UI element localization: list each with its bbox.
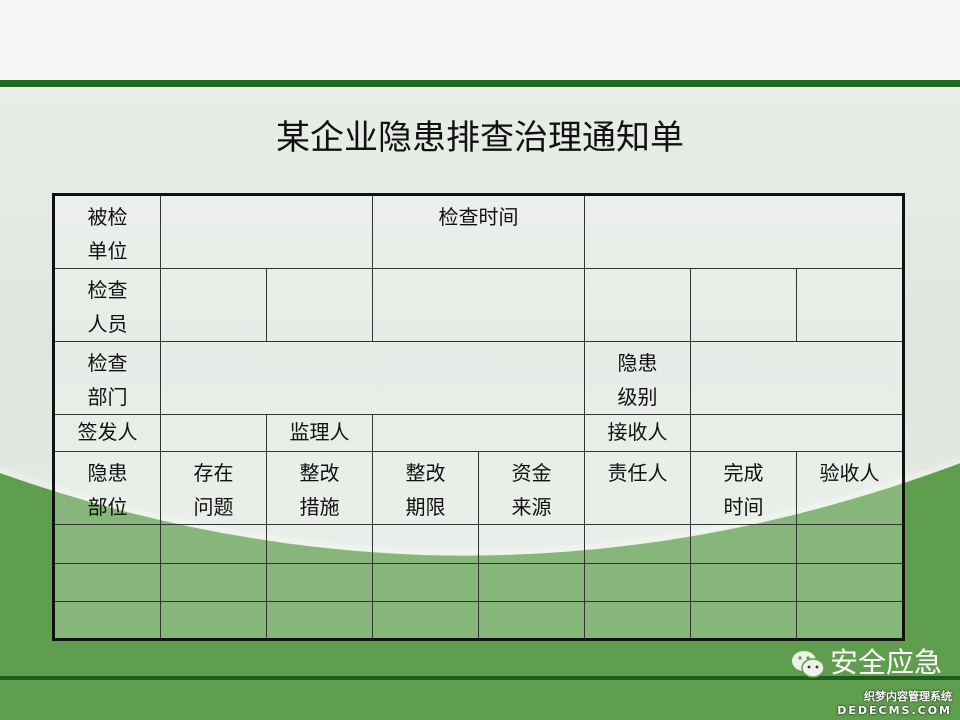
cell-value (160, 414, 267, 452)
cell-value (53, 601, 161, 640)
site-name-en: DEDECMS.COM (837, 704, 952, 717)
header-cell: 整改 措施 (266, 451, 373, 525)
page-title: 某企业隐患排查治理通知单 (276, 118, 684, 158)
cell-value (478, 524, 585, 564)
cell-value (160, 268, 267, 342)
cell-label: 检查 部门 (53, 341, 161, 415)
cell-value (266, 601, 373, 640)
cell-value (796, 268, 904, 342)
cell-label: 接收人 (584, 414, 691, 452)
cell-value (53, 524, 161, 564)
table-row (53, 524, 904, 564)
cell-value (796, 524, 904, 564)
header-cell: 整改 期限 (372, 451, 479, 525)
cell-value (53, 563, 161, 602)
watermark-brand: 安全应急 (830, 646, 943, 679)
table-row: 签发人 监理人 接收人 (53, 414, 904, 452)
site-watermark: 织梦内容管理系统 DEDECMS.COM (837, 690, 952, 718)
cell-value (160, 524, 267, 564)
cell-label: 被检 单位 (53, 194, 161, 269)
header-cell: 存在 问题 (160, 451, 267, 525)
cell-value (372, 601, 479, 640)
top-divider (0, 80, 960, 87)
header-cell: 资金 来源 (478, 451, 585, 525)
header-cell: 完成 时间 (690, 451, 797, 525)
cell-value (584, 524, 691, 564)
cell-label: 检查时间 (372, 194, 585, 269)
cell-value (160, 341, 585, 415)
cell-value (690, 524, 797, 564)
cell-label: 签发人 (53, 414, 161, 452)
cell-label: 隐患 级别 (584, 341, 691, 415)
header-cell: 验收人 (796, 451, 904, 525)
cell-value (690, 268, 797, 342)
cell-value (160, 563, 267, 602)
cell-value (690, 601, 797, 640)
table-row (53, 563, 904, 602)
table-row (53, 601, 904, 640)
cell-value (584, 563, 691, 602)
cell-value (478, 563, 585, 602)
site-name-cn: 织梦内容管理系统 (864, 690, 952, 703)
cell-value (584, 601, 691, 640)
cell-label: 检查 人员 (53, 268, 161, 342)
cell-value (796, 601, 904, 640)
cell-value (372, 268, 585, 342)
cell-value (690, 414, 904, 452)
header-cell: 责任人 (584, 451, 691, 525)
cell-value (160, 194, 373, 269)
cell-label: 监理人 (266, 414, 373, 452)
table-row: 被检 单位 检查时间 (53, 194, 904, 269)
cell-value (266, 268, 373, 342)
cell-value (584, 194, 904, 269)
cell-value (690, 341, 904, 415)
header-cell: 隐患 部位 (53, 451, 161, 525)
cell-value (584, 268, 691, 342)
cell-value (266, 524, 373, 564)
cell-value (372, 414, 585, 452)
cell-value (690, 563, 797, 602)
wechat-icon (792, 651, 825, 678)
bottom-divider (0, 676, 960, 680)
table-row: 检查 人员 (53, 268, 904, 342)
watermark: 安全应急 (790, 646, 942, 680)
cell-value (478, 601, 585, 640)
cell-value (160, 601, 267, 640)
table-header-row: 隐患 部位 存在 问题 整改 措施 整改 期限 资金 来源 责任人 完成 时间 … (53, 451, 904, 525)
cell-value (796, 563, 904, 602)
cell-value (372, 563, 479, 602)
table-row: 检查 部门 隐患 级别 (53, 341, 904, 415)
notice-table: 被检 单位 检查时间 检查 人员 检查 部门 隐患 级别 签发人 监理人 接收人… (52, 193, 905, 641)
cell-value (266, 563, 373, 602)
cell-value (372, 524, 479, 564)
